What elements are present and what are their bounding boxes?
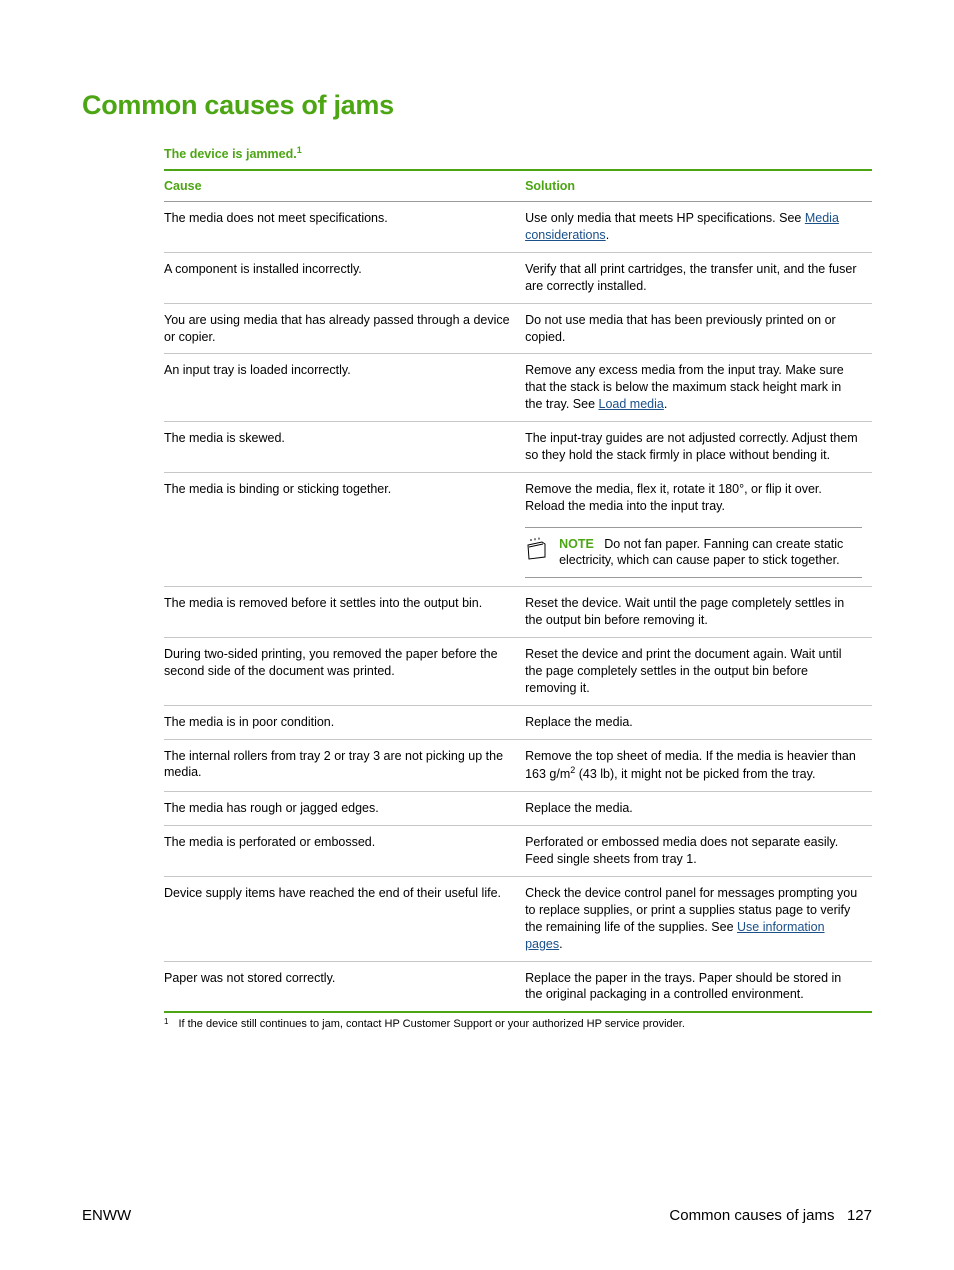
solution-cell: Remove any excess media from the input t… — [525, 354, 872, 422]
solution-cell: Do not use media that has been previousl… — [525, 303, 872, 354]
table-footnote: 1 If the device still continues to jam, … — [164, 1013, 872, 1030]
caption-text: The device is jammed. — [164, 147, 297, 161]
cause-cell: The internal rollers from tray 2 or tray… — [164, 739, 525, 792]
cause-cell: The media is in poor condition. — [164, 705, 525, 739]
cause-cell: Device supply items have reached the end… — [164, 877, 525, 962]
table-row: The media is in poor condition.Replace t… — [164, 705, 872, 739]
page-title: Common causes of jams — [82, 90, 872, 121]
cause-cell: The media is skewed. — [164, 422, 525, 473]
cause-cell: You are using media that has already pas… — [164, 303, 525, 354]
header-solution: Solution — [525, 170, 872, 202]
footnote-text: If the device still continues to jam, co… — [178, 1018, 684, 1030]
page-footer: ENWW Common causes of jams 127 — [82, 1207, 872, 1224]
doc-link[interactable]: Media considerations — [525, 211, 839, 242]
table-row: During two-sided printing, you removed t… — [164, 638, 872, 706]
doc-link[interactable]: Use information pages — [525, 920, 824, 951]
table-row: The media does not meet specifications.U… — [164, 202, 872, 253]
solution-cell: The input-tray guides are not adjusted c… — [525, 422, 872, 473]
note-icon — [525, 537, 549, 561]
note-box: NOTE Do not fan paper. Fanning can creat… — [525, 527, 862, 579]
cause-cell: The media is binding or sticking togethe… — [164, 472, 525, 587]
table-row: The media has rough or jagged edges.Repl… — [164, 792, 872, 826]
cause-cell: Paper was not stored correctly. — [164, 961, 525, 1012]
table-row: You are using media that has already pas… — [164, 303, 872, 354]
footer-page-number: 127 — [847, 1207, 872, 1224]
table-row: The media is perforated or embossed.Perf… — [164, 826, 872, 877]
table-row: An input tray is loaded incorrectly.Remo… — [164, 354, 872, 422]
table-caption: The device is jammed.1 — [164, 145, 872, 161]
solution-cell: Reset the device. Wait until the page co… — [525, 587, 872, 638]
cause-cell: A component is installed incorrectly. — [164, 252, 525, 303]
caption-sup: 1 — [297, 145, 302, 155]
solution-cell: Use only media that meets HP specificati… — [525, 202, 872, 253]
cause-cell: During two-sided printing, you removed t… — [164, 638, 525, 706]
table-row: The media is removed before it settles i… — [164, 587, 872, 638]
solution-cell: Verify that all print cartridges, the tr… — [525, 252, 872, 303]
solution-cell: Remove the media, flex it, rotate it 180… — [525, 472, 872, 587]
note-text: NOTE Do not fan paper. Fanning can creat… — [559, 536, 862, 570]
table-row: The internal rollers from tray 2 or tray… — [164, 739, 872, 792]
table-row: The media is binding or sticking togethe… — [164, 472, 872, 587]
solution-cell: Replace the media. — [525, 792, 872, 826]
footer-right: Common causes of jams 127 — [669, 1207, 872, 1224]
cause-cell: The media does not meet specifications. — [164, 202, 525, 253]
solution-cell: Perforated or embossed media does not se… — [525, 826, 872, 877]
cause-cell: The media is removed before it settles i… — [164, 587, 525, 638]
jam-table: Cause Solution The media does not meet s… — [164, 169, 872, 1013]
table-row: The media is skewed.The input-tray guide… — [164, 422, 872, 473]
doc-link[interactable]: Load media — [599, 397, 664, 411]
solution-cell: Replace the media. — [525, 705, 872, 739]
solution-cell: Replace the paper in the trays. Paper sh… — [525, 961, 872, 1012]
table-row: Device supply items have reached the end… — [164, 877, 872, 962]
footer-section: Common causes of jams — [669, 1207, 834, 1224]
table-row: A component is installed incorrectly.Ver… — [164, 252, 872, 303]
jam-table-wrap: The device is jammed.1 Cause Solution Th… — [164, 145, 872, 1030]
solution-cell: Check the device control panel for messa… — [525, 877, 872, 962]
footnote-mark: 1 — [164, 1018, 168, 1030]
solution-cell: Reset the device and print the document … — [525, 638, 872, 706]
header-cause: Cause — [164, 170, 525, 202]
cause-cell: The media is perforated or embossed. — [164, 826, 525, 877]
footer-left: ENWW — [82, 1207, 131, 1224]
table-row: Paper was not stored correctly.Replace t… — [164, 961, 872, 1012]
solution-cell: Remove the top sheet of media. If the me… — [525, 739, 872, 792]
cause-cell: An input tray is loaded incorrectly. — [164, 354, 525, 422]
cause-cell: The media has rough or jagged edges. — [164, 792, 525, 826]
